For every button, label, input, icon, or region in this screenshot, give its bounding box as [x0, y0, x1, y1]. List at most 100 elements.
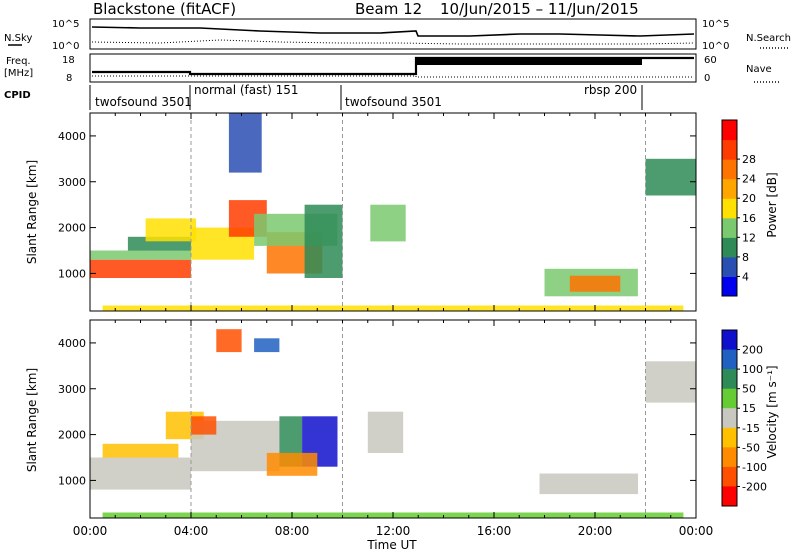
scatter-region: [645, 361, 696, 403]
velocity-y-axis: 1000 2000 3000 4000: [58, 337, 696, 487]
freq-left-tick-top: 18: [62, 55, 75, 66]
y-tick-label: 2000: [58, 429, 86, 442]
freq-label-line1: Freq.: [6, 56, 31, 67]
power-y-axis: 1000 2000 3000 4000: [58, 130, 696, 280]
power-colorbar: 4 8 12 16 20 24 28: [721, 119, 756, 297]
colorbar-tick-label: 50: [742, 383, 756, 396]
scatter-region: [304, 204, 343, 278]
noise-panel: N.Sky 10^5 10^0 10^5 10^0 N.Search: [4, 18, 791, 52]
noise-search-trace: [91, 39, 695, 45]
freq-trace: [92, 56, 694, 76]
scatter-region: [191, 416, 217, 435]
station-title: Blackstone (fitACF): [93, 0, 236, 18]
velocity-colorbar-label: Velocity [m s⁻¹]: [765, 365, 779, 458]
noise-right-tick-top: 10^5: [702, 19, 729, 30]
cpid-label: CPID: [4, 90, 31, 101]
colorbar-tick-label: 20: [742, 192, 756, 205]
scatter-region: [216, 329, 242, 353]
scatter-region: [367, 411, 404, 453]
y-tick-label: 4000: [58, 337, 86, 350]
time-tick-label: 12:00: [376, 524, 411, 538]
scatter-region: [145, 218, 197, 242]
noise-frame: [89, 18, 697, 50]
time-tick-label: 08:00: [275, 524, 310, 538]
y-tick-label: 1000: [58, 267, 86, 280]
noise-right-tick-bottom: 10^0: [702, 41, 729, 52]
scatter-region: [539, 473, 638, 495]
scatter-region: [90, 259, 191, 278]
noise-sky-trace: [91, 26, 695, 37]
colorbar-tick-label: 28: [742, 153, 756, 166]
scatter-region: [569, 275, 621, 292]
colorbar-swatch: [722, 120, 737, 141]
time-tick-label: 16:00: [477, 524, 512, 538]
beam-label: Beam 12: [355, 0, 422, 18]
scatter-region: [254, 338, 280, 353]
date-range: 10/Jun/2015 – 11/Jun/2015: [440, 0, 639, 18]
freq-panel: Freq. [MHz] 18 8 60 0 Nave: [4, 53, 780, 84]
scatter-region: [266, 452, 318, 476]
nave-label: Nave: [746, 64, 772, 75]
colorbar-frame: [721, 329, 738, 507]
scatter-region: [645, 158, 696, 196]
velocity-data-layer: [90, 329, 696, 518]
colorbar-swatch: [722, 349, 737, 370]
freq-right-tick-bottom: 0: [704, 73, 710, 84]
noise-sky-label: N.Sky: [4, 33, 32, 44]
time-tick-label: 04:00: [174, 524, 209, 538]
colorbar-swatch: [722, 486, 737, 507]
colorbar-tick-label: -50: [742, 441, 760, 454]
freq-frame: [89, 53, 697, 83]
scatter-region: [102, 443, 179, 458]
colorbar-frame: [721, 119, 738, 297]
cpid-segment-2: normal (fast) 151: [194, 83, 298, 97]
colorbar-swatch: [722, 237, 737, 258]
noise-left-tick-bottom: 10^0: [52, 41, 79, 52]
colorbar-swatch: [722, 388, 737, 409]
colorbar-swatch: [722, 408, 737, 429]
velocity-x-ticks: [89, 320, 697, 518]
power-time-markers: [190, 113, 646, 311]
freq-label-line2: [MHz]: [4, 68, 33, 79]
velocity-time-markers: [190, 320, 646, 518]
colorbar-swatch: [722, 369, 737, 390]
colorbar-tick-label: 16: [742, 212, 756, 225]
cpid-segment-1: twofsound 3501: [95, 95, 192, 109]
colorbar-tick-label: 12: [742, 231, 756, 244]
velocity-ylabel: Slant Range [km]: [25, 368, 39, 472]
colorbar-swatch: [722, 159, 737, 180]
colorbar-tick-label: -200: [742, 480, 767, 493]
y-tick-label: 2000: [58, 222, 86, 235]
colorbar-swatch: [722, 217, 737, 238]
colorbar-tick-label: 24: [742, 173, 756, 186]
time-tick-label: 00:00: [679, 524, 714, 538]
colorbar-swatch: [722, 276, 737, 297]
colorbar-swatch: [722, 198, 737, 219]
colorbar-swatch: [722, 139, 737, 160]
colorbar-swatch: [722, 427, 737, 448]
cpid-panel: CPID twofsound 3501 normal (fast) 151 tw…: [4, 83, 643, 110]
power-data-layer: [90, 113, 696, 311]
colorbar-swatch: [722, 466, 737, 487]
time-tick-label: 20:00: [578, 524, 613, 538]
colorbar-tick-label: 15: [742, 402, 756, 415]
velocity-colorbar: 200 100 50 15 -15 -50 -100 -200: [721, 329, 767, 507]
y-tick-label: 4000: [58, 130, 86, 143]
colorbar-swatch: [722, 178, 737, 199]
colorbar-swatch: [722, 330, 737, 351]
colorbar-tick-label: 8: [742, 251, 749, 264]
colorbar-tick-label: 4: [742, 270, 749, 283]
scatter-region: [90, 457, 191, 490]
scatter-region: [370, 204, 406, 242]
nave-trace: [92, 75, 694, 78]
time-axis-title: Time UT: [366, 538, 417, 552]
y-tick-label: 3000: [58, 176, 86, 189]
time-axis-labels: 00:00 04:00 08:00 12:00 16:00 20:00 00:00: [73, 524, 714, 538]
noise-left-tick-top: 10^5: [52, 19, 79, 30]
time-tick-label: 00:00: [73, 524, 108, 538]
freq-left-tick-bottom: 8: [66, 73, 72, 84]
colorbar-swatch: [722, 256, 737, 277]
power-panel: 1000 2000 3000 4000 Slant Range [km]: [25, 112, 697, 312]
power-ylabel: Slant Range [km]: [25, 160, 39, 264]
